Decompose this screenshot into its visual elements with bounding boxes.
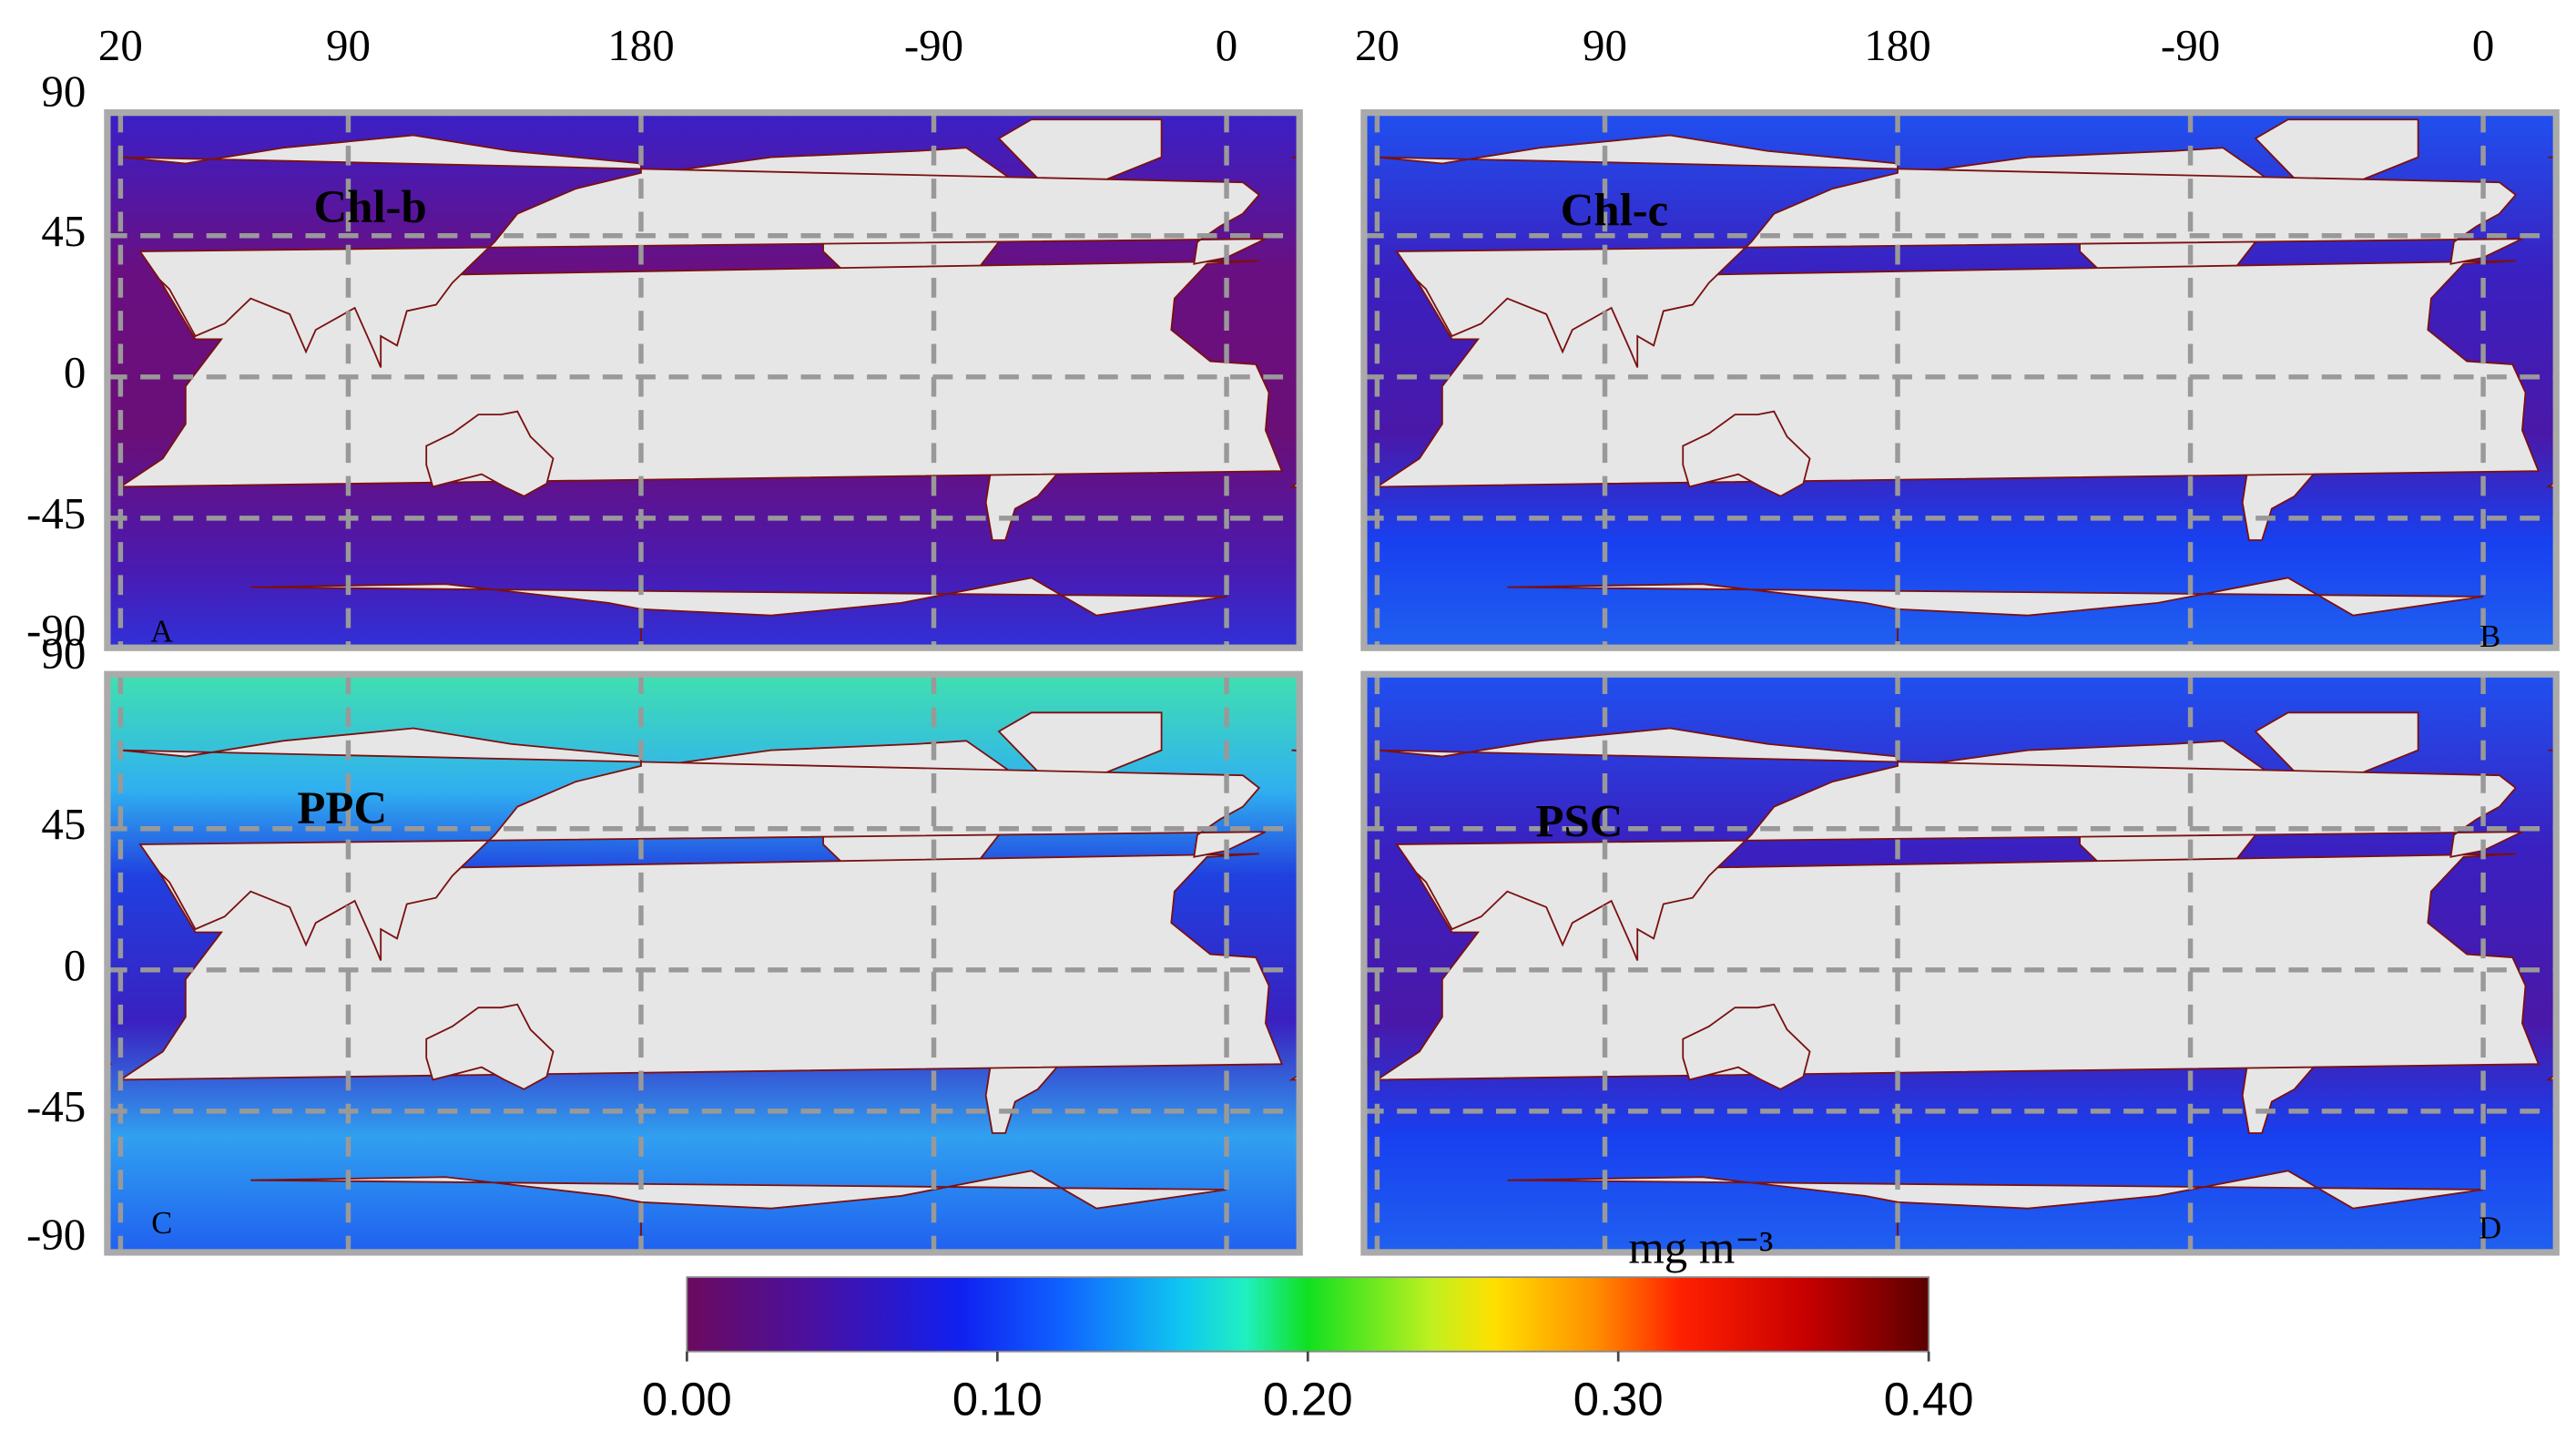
lat-tick-label: 90	[41, 628, 86, 678]
colorbar-tick-label: 0.10	[952, 1373, 1043, 1425]
map-panel	[1363, 674, 2557, 1252]
lat-tick-label: 0	[64, 347, 86, 397]
panel-frame	[104, 670, 1303, 1256]
panel-frame	[1360, 670, 2560, 1256]
lat-tick-label: 45	[41, 799, 86, 849]
panel-letter: A	[150, 615, 173, 649]
panel-letter: B	[2479, 619, 2500, 654]
lon-tick-label: 20	[1355, 20, 1400, 70]
land	[120, 727, 1267, 961]
lon-tick-label: 180	[607, 20, 674, 70]
map-panel	[1363, 112, 2557, 649]
colorbar-tick-label: 0.30	[1573, 1373, 1664, 1425]
panel-title: Chl-b	[314, 181, 427, 232]
lat-tick-label: 90	[41, 66, 86, 117]
lon-tick-label: 0	[2472, 20, 2494, 70]
land	[1682, 410, 1811, 497]
lat-tick-label: -45	[26, 1081, 86, 1131]
land	[1377, 727, 2523, 961]
panel-letter: C	[151, 1206, 172, 1241]
land	[1374, 260, 2540, 488]
lon-tick-label: 90	[326, 20, 371, 70]
lon-tick-label: 20	[98, 20, 143, 70]
lon-tick-label: 0	[1216, 20, 1237, 70]
colorbar-unit: mg m⁻³	[1628, 1222, 1773, 1273]
colorbar-tick-label: 0.40	[1884, 1373, 1974, 1425]
land	[120, 134, 1267, 368]
colorbar-tick-label: 0.00	[642, 1373, 732, 1425]
panel-letter: D	[2479, 1211, 2501, 1245]
lat-tick-label: -90	[26, 605, 86, 655]
panel-title: PPC	[297, 782, 387, 833]
land	[1374, 853, 2540, 1081]
colorbar	[686, 1276, 1930, 1353]
land	[1682, 1003, 1811, 1090]
land	[1377, 134, 2523, 368]
panel-frame	[104, 109, 1303, 651]
lat-tick-label: 0	[64, 940, 86, 990]
lat-tick-label: 45	[41, 206, 86, 256]
lon-tick-label: -90	[2161, 20, 2220, 70]
land	[107, 460, 112, 473]
lon-tick-label: -90	[904, 20, 963, 70]
land	[425, 1003, 555, 1090]
map-panel	[107, 112, 1300, 649]
lat-tick-label: -45	[26, 488, 86, 538]
panel-title: PSC	[1536, 796, 1624, 847]
panel-title: Chl-c	[1561, 185, 1668, 236]
land	[107, 1053, 112, 1066]
map-panel	[107, 674, 1300, 1252]
land	[117, 853, 1284, 1081]
colorbar-tick-label: 0.20	[1263, 1373, 1353, 1425]
land	[117, 260, 1284, 488]
lon-tick-label: 180	[1864, 20, 1930, 70]
lon-tick-label: 90	[1583, 20, 1627, 70]
land	[425, 410, 555, 497]
panel-frame	[1360, 109, 2560, 651]
lat-tick-label: -90	[26, 1210, 86, 1260]
